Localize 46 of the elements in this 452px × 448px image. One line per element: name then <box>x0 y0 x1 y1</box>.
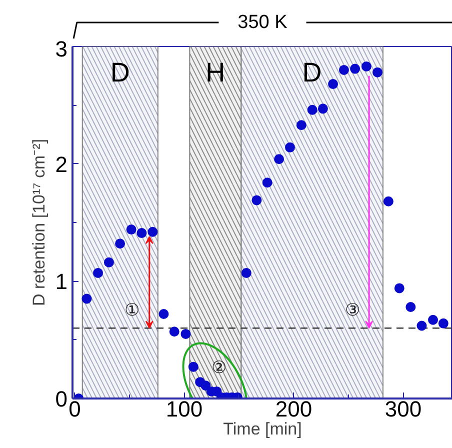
point <box>136 228 147 238</box>
point <box>338 64 349 75</box>
point <box>372 67 382 78</box>
y-tick-label: 3 <box>55 36 68 62</box>
point <box>252 195 262 206</box>
chart-title: 350 K <box>238 12 288 33</box>
point <box>104 257 114 268</box>
band-label: H <box>206 57 226 88</box>
point <box>394 283 404 294</box>
point <box>416 320 427 331</box>
point <box>296 120 306 130</box>
point <box>158 309 169 320</box>
point <box>361 61 372 72</box>
point <box>328 79 338 90</box>
point <box>180 328 191 339</box>
y-tick-label: 2 <box>55 152 68 177</box>
annotation: ① <box>124 300 140 320</box>
point <box>406 302 416 312</box>
point <box>126 224 136 235</box>
annotation: ③ <box>344 300 360 320</box>
y-axis-title: D retention [10¹⁷ cm⁻²] <box>29 138 48 306</box>
point <box>438 318 448 328</box>
point <box>200 380 211 391</box>
point <box>115 238 126 249</box>
point <box>169 326 180 337</box>
point <box>93 268 104 278</box>
point <box>262 178 272 188</box>
x-axis-title: Time [min] <box>223 420 302 438</box>
point <box>148 226 158 237</box>
point <box>241 268 252 278</box>
x-tick-label: 100 <box>166 396 203 422</box>
x-tick-label: 200 <box>275 396 312 422</box>
y-tick-label: 1 <box>55 269 68 294</box>
point <box>307 104 318 115</box>
point <box>188 362 198 372</box>
point <box>274 154 284 164</box>
point <box>428 314 438 325</box>
point <box>284 142 295 152</box>
point <box>383 196 394 206</box>
point <box>350 64 360 74</box>
annotation: ② <box>212 358 227 378</box>
band-label: D <box>110 57 130 88</box>
band-label: D <box>302 57 322 88</box>
point <box>318 104 328 114</box>
point <box>82 294 92 304</box>
x-tick-label: 300 <box>384 396 422 422</box>
